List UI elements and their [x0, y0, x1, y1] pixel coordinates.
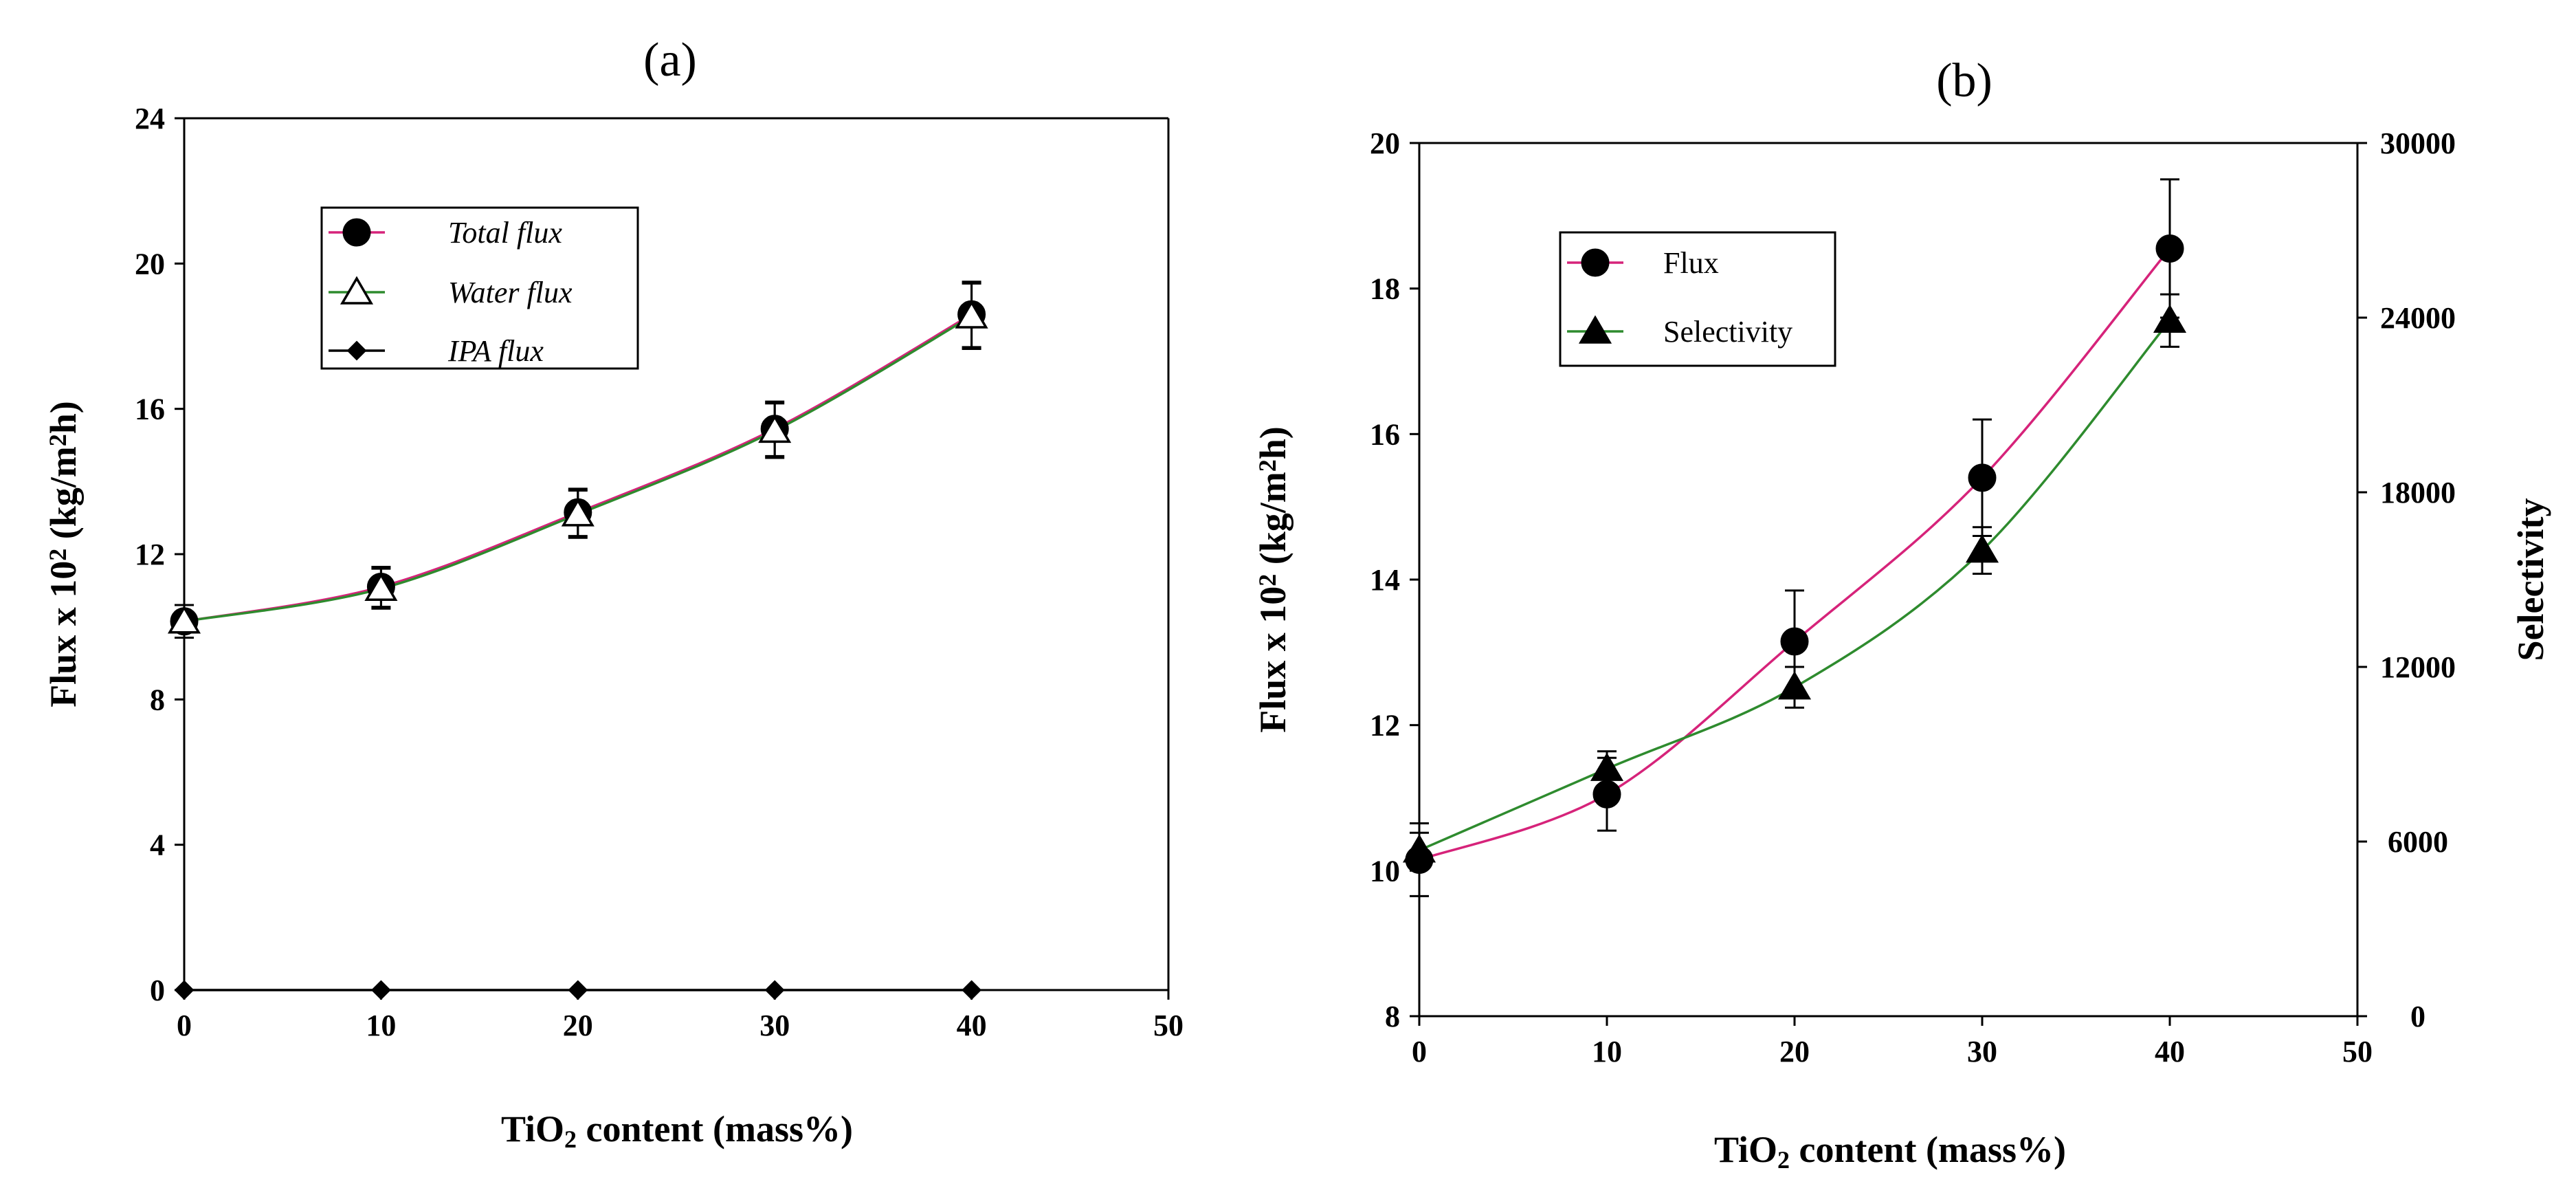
x-axis-label-part: content (mass%) — [1790, 1129, 2066, 1170]
x-tick-label: 50 — [2342, 1035, 2373, 1068]
x-axis-label-part: TiO — [501, 1108, 564, 1150]
x-tick-label: 0 — [1412, 1035, 1427, 1068]
x-axis-label: TiO2 content (mass%) — [501, 1108, 853, 1153]
y-axis-label-part: 2 — [44, 549, 71, 561]
legend-label: Selectivity — [1663, 315, 1792, 349]
y2-tick-label: 18000 — [2380, 476, 2456, 509]
data-point — [758, 414, 792, 443]
y-axis-label-part: 2 — [44, 434, 71, 446]
data-point — [174, 980, 195, 1000]
y-axis-label-part: Flux x 10 — [43, 561, 84, 707]
legend-marker — [346, 340, 367, 361]
x-tick-label: 0 — [177, 1009, 192, 1042]
data-point — [1777, 671, 1812, 700]
y-axis-label-part: h) — [43, 401, 84, 434]
data-point — [568, 980, 588, 1000]
y-tick-label: 10 — [1370, 854, 1400, 888]
y-tick-label: 16 — [135, 393, 165, 426]
y-axis-label-part: 2 — [1254, 574, 1281, 586]
y-tick-label: 20 — [135, 247, 165, 281]
x-tick-label: 20 — [563, 1009, 593, 1042]
y-tick-label: 8 — [1385, 1000, 1400, 1033]
y-tick-label: 16 — [1370, 417, 1400, 451]
data-point — [1965, 534, 1999, 563]
panel-title: (b) — [1936, 54, 1992, 107]
x-tick-label: 30 — [759, 1009, 790, 1042]
y2-tick-label: 30000 — [2380, 127, 2456, 160]
x-tick-label: 30 — [1967, 1035, 1997, 1068]
data-point — [962, 980, 982, 1000]
data-point — [1592, 780, 1621, 809]
legend-marker — [1581, 248, 1610, 277]
chart-panel-b: 0 10 20 30 40 50 8 10 12 14 16 18 20 0 6000 12000 18000 2… — [1252, 54, 2551, 1174]
legend-label: Water flux — [448, 276, 573, 309]
y-axis-label-part: (kg/m — [1252, 472, 1293, 574]
x-axis-label: TiO2 content (mass%) — [1714, 1129, 2066, 1174]
x-tick-label: 40 — [2155, 1035, 2185, 1068]
legend-marker — [1578, 315, 1612, 344]
data-point — [2153, 304, 2187, 333]
data-point — [364, 572, 398, 601]
y2-tick-label: 0 — [2410, 1000, 2425, 1033]
data-point — [1968, 463, 1997, 492]
x-tick-label: 20 — [1779, 1035, 1810, 1068]
y-tick-label: 4 — [150, 828, 165, 862]
legend-marker — [340, 276, 374, 305]
x-tick-label: 10 — [366, 1009, 396, 1042]
y-axis-label: Flux x 102 (kg/m2h) — [1252, 426, 1293, 733]
y-tick-label: 24 — [135, 102, 165, 135]
y-axis-label-part: h) — [1252, 426, 1293, 459]
y-axis-label-part: (kg/m — [43, 446, 84, 549]
y-tick-label: 8 — [150, 683, 165, 716]
data-point — [1780, 627, 1809, 656]
y-tick-label: 12 — [1370, 709, 1400, 743]
data-point — [1402, 834, 1436, 863]
data-point — [955, 300, 988, 329]
x-tick-label: 40 — [957, 1009, 987, 1042]
panel-title: (a) — [643, 34, 697, 87]
legend-label: Flux — [1663, 246, 1719, 280]
y-tick-label: 20 — [1370, 127, 1400, 160]
y2-axis-label: Selectivity — [2510, 498, 2551, 661]
y2-tick-label: 6000 — [2388, 825, 2448, 859]
x-axis-label-part: 2 — [1777, 1146, 1790, 1174]
x-tick-label: 50 — [1153, 1009, 1184, 1042]
y-axis-label-part: 2 — [1254, 459, 1281, 472]
x-axis-label-part: TiO — [1714, 1129, 1777, 1170]
data-point — [370, 980, 391, 1000]
legend-label: IPA flux — [447, 334, 544, 368]
y-tick-label: 0 — [150, 974, 165, 1007]
data-point — [561, 498, 595, 527]
data-point — [764, 980, 785, 1000]
legend-marker — [342, 218, 371, 247]
data-point — [1590, 752, 1624, 781]
y-axis-label: Flux x 102 (kg/m2h) — [43, 401, 84, 707]
y-axis-label-part: Flux x 10 — [1252, 586, 1293, 733]
y-tick-label: 14 — [1370, 563, 1400, 597]
data-point — [167, 605, 201, 634]
x-tick-label: 10 — [1592, 1035, 1622, 1068]
y-tick-label: 12 — [135, 538, 165, 571]
series-line — [1419, 320, 2171, 852]
legend-label: Total flux — [448, 216, 562, 250]
y2-tick-label: 24000 — [2380, 301, 2456, 335]
x-axis-label-part: content (mass%) — [577, 1108, 853, 1150]
y-tick-label: 18 — [1370, 272, 1400, 306]
data-point — [2155, 234, 2184, 263]
legend-box — [320, 206, 639, 370]
y2-tick-label: 12000 — [2380, 650, 2456, 684]
x-axis-label-part: 2 — [564, 1125, 577, 1153]
